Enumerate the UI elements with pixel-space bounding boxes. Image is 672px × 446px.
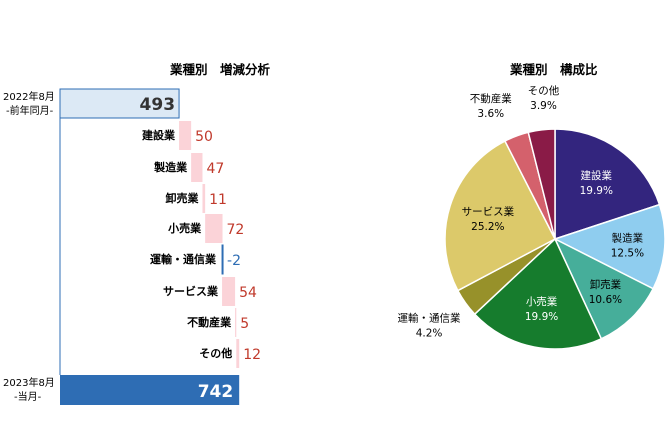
pie-label-name: 製造業 <box>612 231 644 244</box>
bar-increment <box>205 214 223 243</box>
pie-slice <box>444 140 557 292</box>
category-label: サービス業 <box>163 284 219 298</box>
category-label: 小売業 <box>167 221 202 235</box>
waterfall-chart: 493 2022年8月-前年同月- 建設業 50 製造業 47 卸売業 11 小売業 72 運輸・通… <box>3 88 261 405</box>
bar-decrement <box>221 244 224 275</box>
end-label-line1: 2023年8月 <box>3 376 55 389</box>
pie-label-name: 運輸・通信業 <box>398 312 461 325</box>
pie-title: 業種別 構成比 <box>510 62 598 77</box>
pie-slice <box>553 237 655 340</box>
pie-slice <box>527 128 556 240</box>
pie-label-value: 4.2% <box>416 328 443 340</box>
data-label: 5 <box>240 316 249 332</box>
pie-label-value: 19.9% <box>580 185 613 197</box>
data-label: 11 <box>209 192 227 208</box>
data-label: 50 <box>195 129 213 145</box>
bar-increment <box>236 339 240 368</box>
pie-label-value: 3.9% <box>530 100 557 112</box>
category-label: その他 <box>199 346 232 360</box>
pie-label-name: その他 <box>528 84 560 97</box>
bar-increment <box>179 121 192 150</box>
pie-slice <box>473 237 603 350</box>
pie-label-name: 小売業 <box>526 295 558 308</box>
data-label: 54 <box>239 285 257 301</box>
pie-label-name: 不動産業 <box>470 92 512 105</box>
data-label: -2 <box>227 253 241 269</box>
pie-label-value: 10.6% <box>589 294 622 306</box>
pie-label-value: 25.2% <box>471 221 504 233</box>
category-label: 運輸・通信業 <box>150 252 217 266</box>
bar-end <box>60 375 240 405</box>
bar-increment <box>235 308 237 337</box>
start-label-line2: -前年同月- <box>6 104 54 117</box>
bar-start <box>59 88 180 119</box>
pie-label-name: 卸売業 <box>590 278 622 291</box>
bar-increment <box>202 184 206 213</box>
end-label-line2: -当月- <box>14 390 42 403</box>
bar-increment <box>191 153 203 182</box>
start-label-line1: 2022年8月 <box>3 90 55 103</box>
bar-increment <box>222 277 236 306</box>
category-label: 建設業 <box>142 128 176 142</box>
pie-label-value: 3.6% <box>477 108 504 120</box>
data-label-end: 742 <box>198 382 234 402</box>
pie-label-value: 19.9% <box>525 311 558 323</box>
category-label: 製造業 <box>153 160 188 174</box>
category-label: 不動産業 <box>187 315 232 329</box>
pie-label-value: 12.5% <box>611 247 644 259</box>
pie-label-name: 建設業 <box>581 169 613 182</box>
data-label: 47 <box>206 161 224 177</box>
pie-slice <box>553 203 666 290</box>
pie-label-name: サービス業 <box>462 205 515 218</box>
data-label: 72 <box>227 222 245 238</box>
pie-slice <box>554 128 661 241</box>
data-label: 12 <box>243 347 261 363</box>
data-label-start: 493 <box>140 95 176 115</box>
category-label: 卸売業 <box>165 191 199 205</box>
waterfall-title: 業種別 増減分析 <box>170 62 271 77</box>
